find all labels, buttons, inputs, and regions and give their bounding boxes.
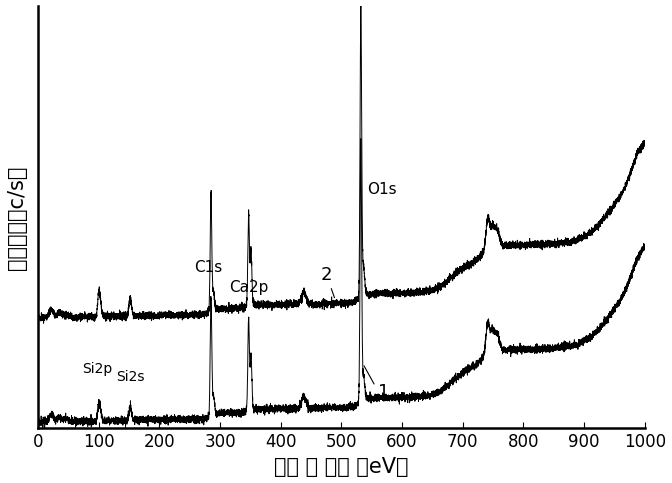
Text: Si2p: Si2p <box>82 362 112 375</box>
Text: 2: 2 <box>320 266 334 298</box>
Text: Si2s: Si2s <box>116 369 144 384</box>
Text: 1: 1 <box>364 366 389 400</box>
Text: Ca2p: Ca2p <box>228 279 268 294</box>
Text: O1s: O1s <box>366 182 396 197</box>
Text: C1s: C1s <box>194 259 222 274</box>
X-axis label: 电子 结 合能 （eV）: 电子 结 合能 （eV） <box>274 456 408 476</box>
Y-axis label: 相对强度（c/s）: 相对强度（c/s） <box>7 165 27 270</box>
